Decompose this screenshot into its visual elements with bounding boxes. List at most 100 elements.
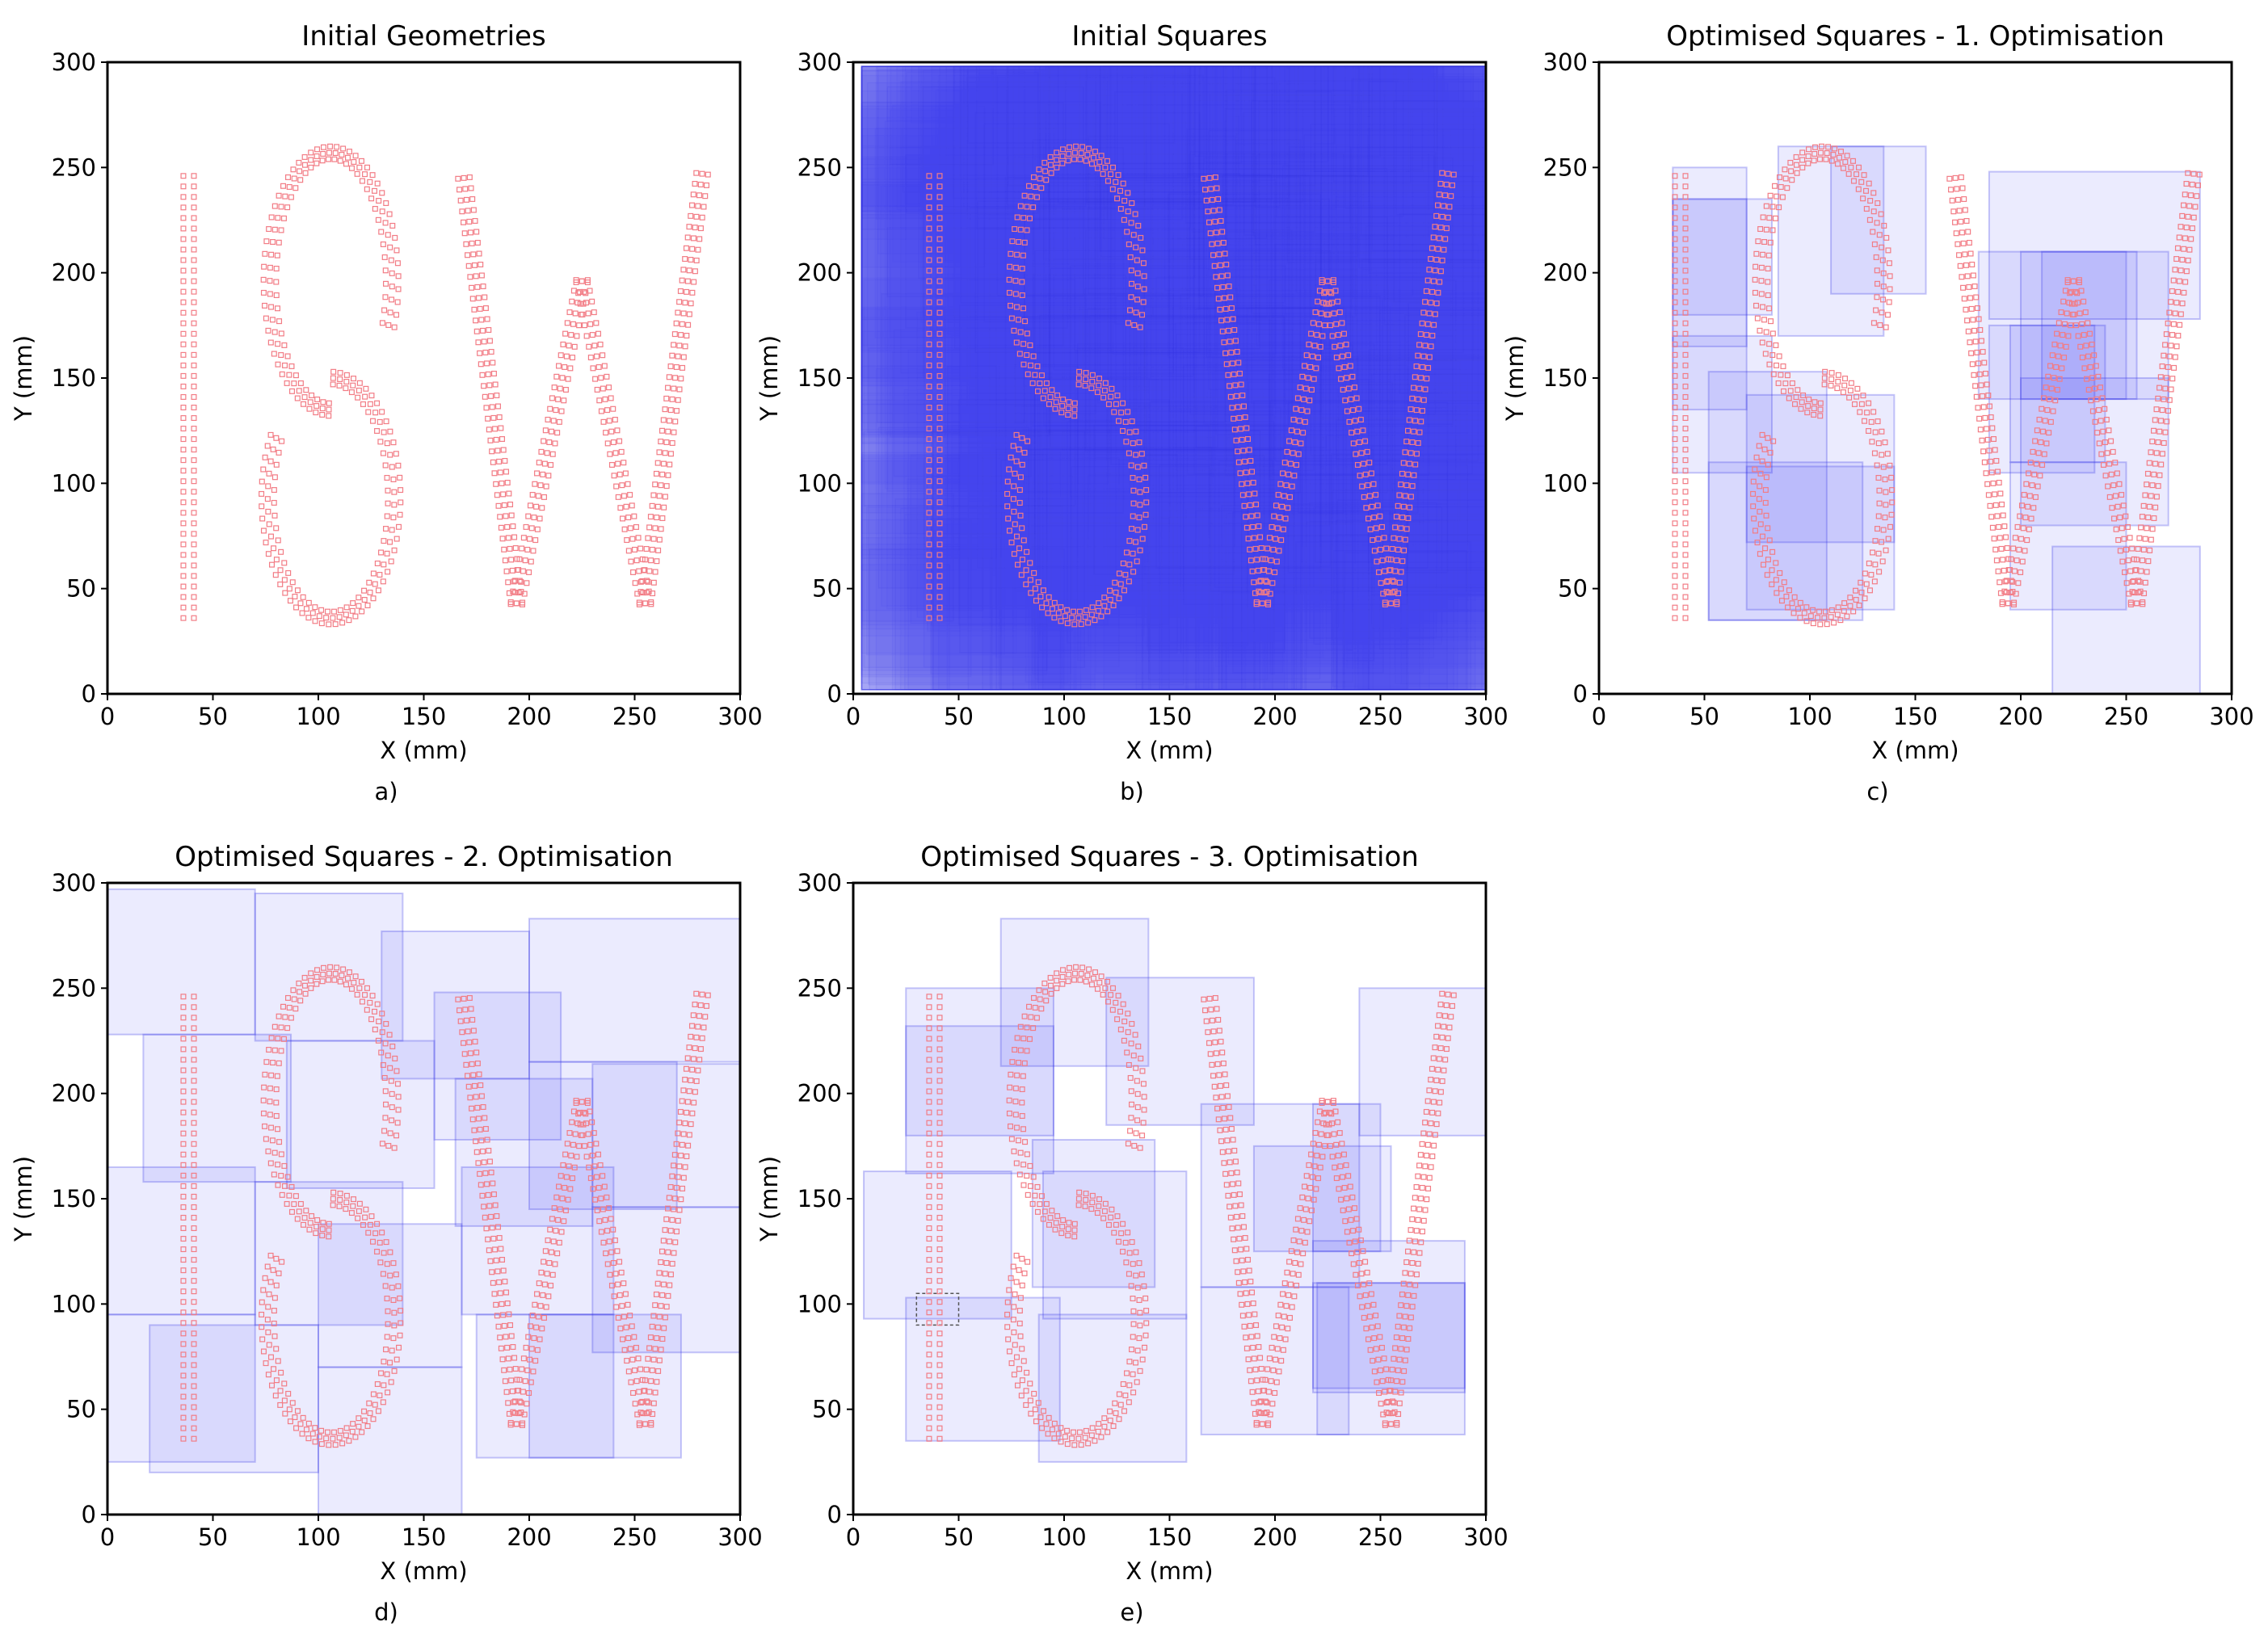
point-marker [280, 215, 287, 221]
point-marker [1006, 1097, 1012, 1103]
point-marker [1134, 1284, 1141, 1291]
initial-square [1126, 65, 1360, 245]
point-marker [301, 974, 308, 981]
point-marker [398, 499, 404, 506]
point-marker [2187, 192, 2194, 199]
point-marker [936, 309, 943, 316]
point-marker [2110, 515, 2117, 522]
point-marker [1051, 1420, 1058, 1427]
point-marker [1034, 388, 1041, 394]
point-marker [1400, 503, 1407, 510]
point-marker [2170, 321, 2177, 327]
point-marker [556, 1183, 562, 1190]
point-marker [1210, 208, 1217, 214]
point-marker [391, 324, 398, 330]
point-marker [1101, 595, 1108, 601]
point-marker [490, 1280, 496, 1286]
initial-square [1191, 99, 1316, 233]
point-marker [1428, 1164, 1434, 1170]
point-marker [1760, 561, 1766, 568]
point-marker [267, 1354, 274, 1360]
point-marker [682, 1077, 688, 1083]
point-marker [1408, 1271, 1414, 1277]
point-marker [1752, 276, 1758, 283]
initial-square [1021, 265, 1199, 456]
point-marker [486, 326, 492, 333]
x-tick-label: 50 [198, 703, 228, 730]
point-marker [1239, 1313, 1246, 1319]
point-marker [1251, 1400, 1257, 1406]
point-marker [665, 1249, 671, 1255]
point-marker [1349, 1250, 1355, 1257]
point-marker [293, 1425, 300, 1431]
point-marker [531, 515, 537, 521]
initial-square [1336, 66, 1486, 276]
point-marker [1330, 1098, 1336, 1104]
point-marker [1140, 1120, 1147, 1126]
point-marker [545, 473, 552, 479]
point-marker [330, 1195, 336, 1202]
point-marker [1445, 214, 1451, 221]
point-marker [936, 1025, 943, 1032]
point-marker [598, 1195, 604, 1202]
point-marker [1120, 560, 1126, 566]
point-marker [2022, 515, 2029, 521]
point-marker [1051, 615, 1058, 621]
point-marker [180, 1099, 187, 1105]
point-marker [523, 523, 529, 530]
point-marker [650, 1400, 657, 1406]
point-marker [534, 470, 541, 477]
point-marker [1977, 326, 1984, 333]
point-marker [587, 1108, 593, 1115]
point-marker [351, 376, 357, 382]
point-marker [1985, 492, 1992, 498]
point-marker [1069, 615, 1075, 621]
point-marker [1376, 569, 1382, 575]
point-marker [2178, 311, 2184, 317]
point-marker [1424, 376, 1430, 382]
point-marker [471, 1127, 478, 1133]
point-marker [1378, 1344, 1385, 1351]
point-marker [1115, 993, 1121, 999]
point-marker [1060, 146, 1067, 153]
point-marker [1682, 393, 1689, 400]
point-marker [595, 1184, 602, 1191]
point-marker [1011, 327, 1017, 334]
point-marker [1416, 429, 1423, 435]
point-marker [1378, 523, 1385, 530]
initial-square [1048, 65, 1273, 200]
point-marker [391, 1368, 398, 1374]
point-marker [684, 1099, 691, 1105]
point-marker [1887, 273, 1893, 279]
point-marker [486, 1147, 492, 1153]
point-marker [1335, 332, 1341, 338]
point-marker [1682, 436, 1689, 443]
point-marker [1759, 458, 1765, 464]
point-marker [513, 600, 520, 607]
point-marker [1402, 1313, 1408, 1320]
point-marker [1955, 196, 1961, 203]
point-marker [1370, 1358, 1376, 1364]
point-marker [284, 204, 291, 211]
point-marker [1134, 464, 1141, 470]
point-marker [351, 979, 357, 985]
point-marker [191, 330, 197, 337]
point-marker [669, 1173, 675, 1179]
point-marker [1239, 1301, 1245, 1308]
point-marker [1235, 459, 1242, 465]
point-marker [510, 588, 516, 595]
point-marker [1980, 348, 1986, 355]
point-marker [465, 1028, 471, 1035]
point-marker [191, 278, 197, 284]
point-marker [2027, 460, 2034, 466]
point-marker [271, 329, 278, 335]
point-marker [628, 558, 634, 565]
point-marker [337, 1191, 343, 1197]
point-marker [180, 604, 187, 611]
point-marker [330, 1435, 336, 1442]
point-marker [1313, 365, 1319, 372]
point-marker [1365, 1303, 1371, 1309]
point-marker [457, 1007, 463, 1014]
point-marker [288, 1015, 294, 1021]
point-marker [314, 146, 321, 153]
